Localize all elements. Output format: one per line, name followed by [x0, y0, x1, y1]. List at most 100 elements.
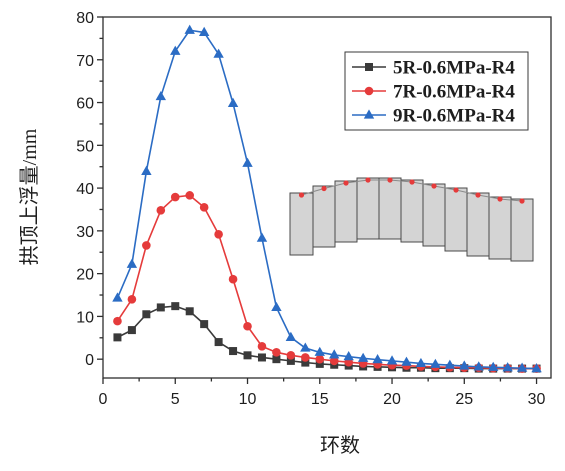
- series-3-point: [459, 360, 470, 370]
- series-1-point: [315, 359, 324, 368]
- y-tick-label: 30: [76, 224, 94, 241]
- lining-monitor-dot: [431, 183, 437, 189]
- series-3-point: [401, 356, 412, 366]
- lining-segment: [444, 187, 468, 252]
- series-3-point: [126, 258, 138, 268]
- series-1-point: [214, 338, 223, 347]
- legend-label: 7R-0.6MPa-R4: [393, 82, 515, 103]
- series-3-point: [372, 354, 383, 364]
- x-tick-label: 5: [171, 391, 180, 408]
- lining-monitor-dot: [497, 196, 503, 202]
- lining-segment: [289, 192, 314, 256]
- series-3-point: [430, 358, 441, 368]
- series-3-point: [531, 362, 542, 373]
- x-tick-label: 30: [528, 391, 546, 408]
- series-1-point: [286, 356, 295, 365]
- series-3-point: [155, 90, 167, 101]
- series-1-point: [185, 307, 194, 316]
- legend-item: 9R-0.6MPa-R4: [352, 106, 515, 127]
- lining-monitor-dot: [475, 192, 481, 198]
- lining-segment: [378, 177, 402, 240]
- series-3-point: [415, 357, 427, 368]
- series-2-point: [329, 356, 339, 366]
- series-2-point: [243, 321, 252, 331]
- lining-segment: [312, 185, 336, 248]
- x-tick-label: 10: [239, 391, 257, 408]
- lining-monitor-dot: [387, 177, 393, 183]
- series-2-point: [170, 192, 180, 202]
- legend-marker: [364, 86, 374, 96]
- series-3-point: [285, 331, 297, 341]
- lining-monitor-dot: [453, 187, 459, 193]
- series-3-point: [473, 361, 484, 371]
- lining-segment: [422, 183, 446, 247]
- y-tick-label: 10: [76, 309, 94, 326]
- series-1-point: [127, 326, 136, 335]
- series-3-point: [170, 45, 181, 55]
- x-tick-label: 15: [311, 391, 329, 408]
- legend: 5R-0.6MPa-R4 7R-0.6MPa-R4 9R-0.6MPa-R4: [344, 51, 529, 131]
- series-2-point: [228, 274, 238, 284]
- series-2-point: [185, 191, 195, 200]
- y-tick-label: 60: [76, 96, 94, 113]
- series-3-point: [487, 361, 499, 371]
- series-3-point: [386, 355, 398, 365]
- series-2-point: [156, 206, 166, 215]
- series-1-point: [229, 347, 238, 356]
- x-tick-label: 25: [455, 391, 473, 408]
- series-3-point: [256, 232, 268, 242]
- series-1-point: [257, 353, 266, 362]
- series-1-point: [171, 302, 180, 311]
- series-3-point: [112, 292, 123, 302]
- series-1-point: [243, 351, 252, 360]
- series-3-point: [184, 24, 195, 34]
- lining-monitor-dot: [519, 198, 525, 204]
- series-2-point: [113, 316, 122, 326]
- segmented-lining-illustration: [289, 177, 534, 262]
- axes-layer: 0 5 10 15 20 25 30 0 10 20 30 40 50 60 70 80: [76, 10, 545, 408]
- lining-monitor-dot: [298, 192, 305, 198]
- lining-monitor-dot: [365, 177, 371, 183]
- series-3-point: [198, 26, 210, 36]
- series-3-point: [444, 359, 456, 369]
- series-3: [112, 24, 542, 373]
- series-3-point: [329, 349, 340, 359]
- series-layer: [112, 24, 542, 373]
- legend-box: [344, 51, 529, 131]
- series-2-point: [214, 229, 223, 239]
- series-3-point: [516, 362, 528, 372]
- series-2-point: [142, 241, 151, 250]
- series-2-point: [127, 294, 137, 304]
- lining-monitor-dot: [409, 179, 415, 185]
- series-3-point: [343, 351, 354, 361]
- x-tick-label: 0: [99, 391, 108, 408]
- series-2-point: [257, 342, 267, 351]
- series-2-point: [315, 354, 325, 364]
- lining-segment: [356, 177, 380, 240]
- lining-segment: [488, 196, 512, 260]
- series-3-point: [314, 346, 325, 356]
- y-tick-label: 80: [76, 10, 94, 27]
- series-3-point: [357, 352, 369, 362]
- x-axis-label: 环数: [320, 434, 360, 457]
- plot-frame: [102, 16, 552, 379]
- y-tick-label: 40: [76, 181, 94, 198]
- y-axis-label: 拱顶上浮量/mm: [18, 128, 41, 265]
- series-1-point: [200, 320, 209, 329]
- series-1-point: [272, 355, 281, 364]
- lining-segment: [400, 179, 424, 243]
- series-3-point: [242, 157, 253, 167]
- series-3-point: [213, 48, 224, 58]
- series-1-point: [301, 358, 310, 367]
- lining-segment: [510, 198, 534, 262]
- series-3-point: [300, 342, 311, 352]
- legend-item: 5R-0.6MPa-R4: [352, 58, 515, 79]
- x-tick-label: 20: [383, 391, 401, 408]
- series-2-point: [272, 348, 281, 357]
- series-2-point: [199, 203, 209, 212]
- series-3-point: [227, 97, 239, 108]
- series-3-point: [502, 362, 513, 372]
- lining-monitor-dot: [321, 185, 327, 192]
- legend-label: 5R-0.6MPa-R4: [393, 58, 515, 79]
